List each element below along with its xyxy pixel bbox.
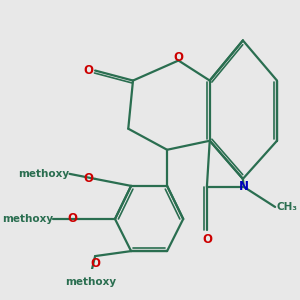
Text: CH₃: CH₃ — [276, 202, 297, 212]
Text: O: O — [84, 64, 94, 77]
Text: O: O — [202, 233, 212, 246]
Text: N: N — [239, 180, 249, 194]
Text: methoxy: methoxy — [65, 278, 116, 287]
Text: O: O — [90, 257, 100, 270]
Text: O: O — [173, 51, 184, 64]
Text: O: O — [68, 212, 78, 226]
Text: methoxy: methoxy — [18, 169, 69, 179]
Text: O: O — [84, 172, 94, 185]
Text: methoxy: methoxy — [2, 214, 53, 224]
